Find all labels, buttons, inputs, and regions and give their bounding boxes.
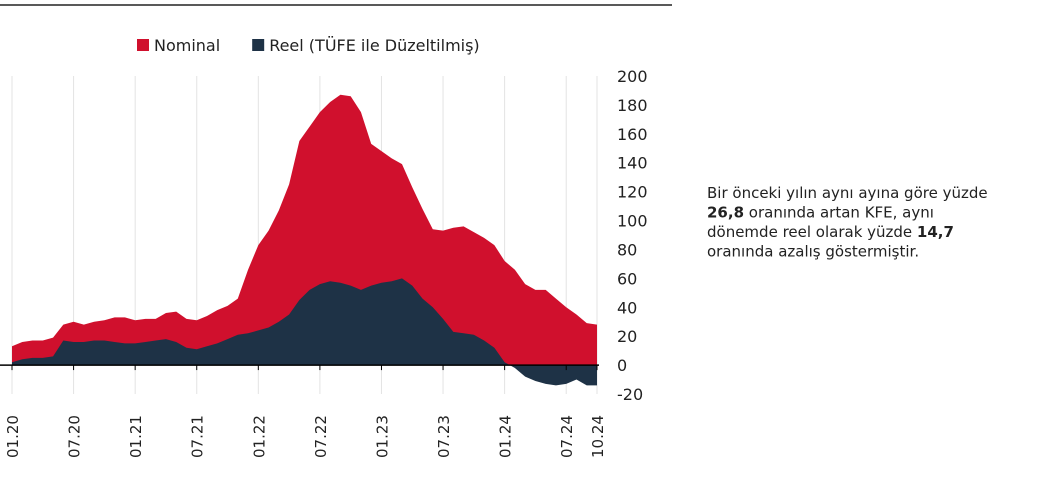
legend-label: Nominal (154, 36, 220, 55)
legend-label: Reel (TÜFE ile Düzeltilmiş) (269, 36, 479, 55)
note-text: oranında azalış göstermiştir. (707, 243, 919, 261)
note-text: dönemde reel olarak yüzde (707, 223, 917, 241)
y-tick-label: -20 (617, 385, 643, 404)
note-text: 14,7 (917, 223, 954, 241)
x-tick-label: 07.23 (435, 415, 453, 458)
y-tick-label: 180 (617, 96, 648, 115)
x-tick-label: 01.23 (373, 415, 391, 458)
y-tick-label: 160 (617, 125, 648, 144)
y-tick-label: 60 (617, 269, 637, 288)
area (12, 278, 597, 386)
x-tick-label: 01.20 (4, 415, 22, 458)
y-tick-label: 20 (617, 327, 637, 346)
legend-swatch (137, 39, 149, 51)
y-tick-label: 40 (617, 298, 637, 317)
x-tick-label: 01.24 (497, 415, 515, 458)
note-line: 26,8 oranında artan KFE, aynı (707, 204, 934, 222)
x-tick-label: 07.21 (189, 415, 207, 458)
y-tick-label: 200 (617, 67, 648, 86)
note-line: Bir önceki yılın aynı ayına göre yüzde (707, 184, 988, 202)
note-text: Bir önceki yılın aynı ayına göre yüzde (707, 184, 988, 202)
x-tick-label: 01.21 (127, 415, 145, 458)
y-tick-label: 140 (617, 154, 648, 173)
area (12, 94, 597, 366)
note-text: 26,8 (707, 204, 744, 222)
x-tick-label: 07.22 (312, 415, 330, 458)
legend-swatch (252, 39, 265, 51)
y-tick-label: 100 (617, 212, 648, 231)
note-line: dönemde reel olarak yüzde 14,7 (707, 223, 954, 241)
x-tick-label: 07.20 (66, 415, 84, 458)
y-tick-label: 80 (617, 240, 637, 259)
note-text: oranında artan KFE, aynı (744, 204, 934, 222)
y-tick-label: 0 (617, 356, 627, 375)
y-tick-label: 120 (617, 183, 648, 202)
note-line: oranında azalış göstermiştir. (707, 243, 919, 261)
x-tick-label: 01.22 (250, 415, 268, 458)
x-tick-label: 07.24 (558, 415, 576, 458)
x-tick-label: 10.24 (589, 415, 607, 458)
